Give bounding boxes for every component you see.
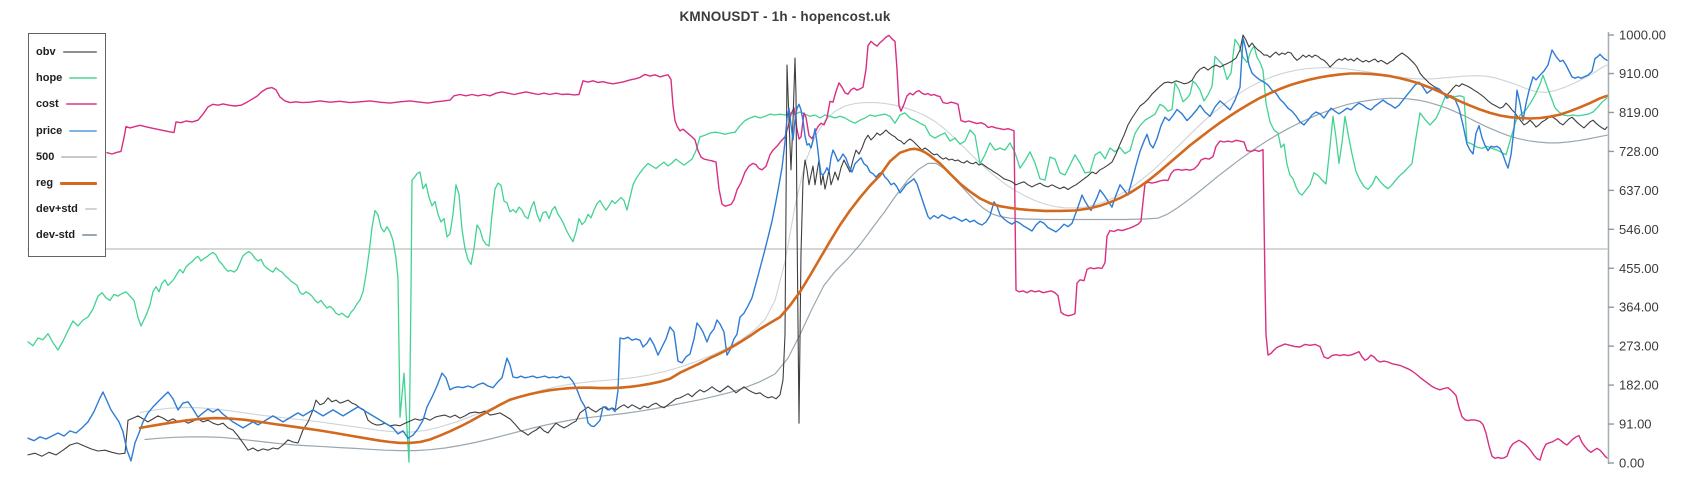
y-axis-label: 0.00	[1619, 456, 1644, 471]
y-axis-label: 1000.00	[1619, 28, 1666, 43]
y-axis-label: 455.00	[1619, 261, 1659, 276]
legend-label: reg	[36, 177, 54, 190]
legend-label: hope	[36, 72, 63, 85]
legend-swatch-obv	[62, 51, 97, 54]
y-axis-label: 819.00	[1619, 105, 1659, 120]
legend-swatch-dev+std	[84, 208, 97, 210]
series-line-dev-std	[144, 97, 1608, 452]
series-line-reg	[138, 72, 1609, 445]
y-axis-label: 273.00	[1619, 339, 1659, 354]
legend-swatch-cost	[65, 103, 97, 106]
series-line-obv	[27, 34, 1608, 457]
legend-item-hope: hope	[36, 65, 97, 91]
legend-item-dev-std: dev-std	[36, 222, 97, 248]
legend-item-cost: cost	[36, 91, 97, 117]
series-line-price	[27, 37, 1608, 462]
series-line-hope	[27, 38, 1608, 463]
y-axis-label: 637.00	[1619, 183, 1659, 198]
y-axis-label: 182.00	[1619, 378, 1659, 393]
y-axis-label: 546.00	[1619, 222, 1659, 237]
legend-swatch-500	[61, 155, 97, 158]
legend-label: price	[36, 124, 63, 137]
legend-item-price: price	[36, 118, 97, 144]
legend-label: dev+std	[36, 203, 78, 216]
y-axis-label: 364.00	[1619, 300, 1659, 315]
legend-swatch-reg	[60, 181, 97, 185]
y-axis-label: 728.00	[1619, 144, 1659, 159]
legend-item-reg: reg	[36, 170, 97, 196]
legend-item-dev+std: dev+std	[36, 196, 97, 222]
legend-label: 500	[36, 150, 55, 163]
legend-swatch-dev-std	[82, 234, 97, 237]
legend-swatch-hope	[69, 77, 97, 80]
legend-label: dev-std	[36, 229, 76, 242]
legend-swatch-price	[69, 129, 97, 132]
legend-label: cost	[36, 98, 59, 111]
series-line-cost	[106, 34, 1608, 461]
legend-item-500: 500	[36, 144, 97, 170]
chart-title: KMNOUSDT - 1h - hopencost.uk	[679, 9, 891, 24]
y-axis-label: 910.00	[1619, 66, 1659, 81]
legend-item-obv: obv	[36, 39, 97, 65]
legend-box: obv hope cost price 500 reg dev+std dev-std	[28, 33, 106, 257]
y-axis-label: 91.00	[1619, 417, 1652, 432]
legend-label: obv	[36, 46, 56, 59]
